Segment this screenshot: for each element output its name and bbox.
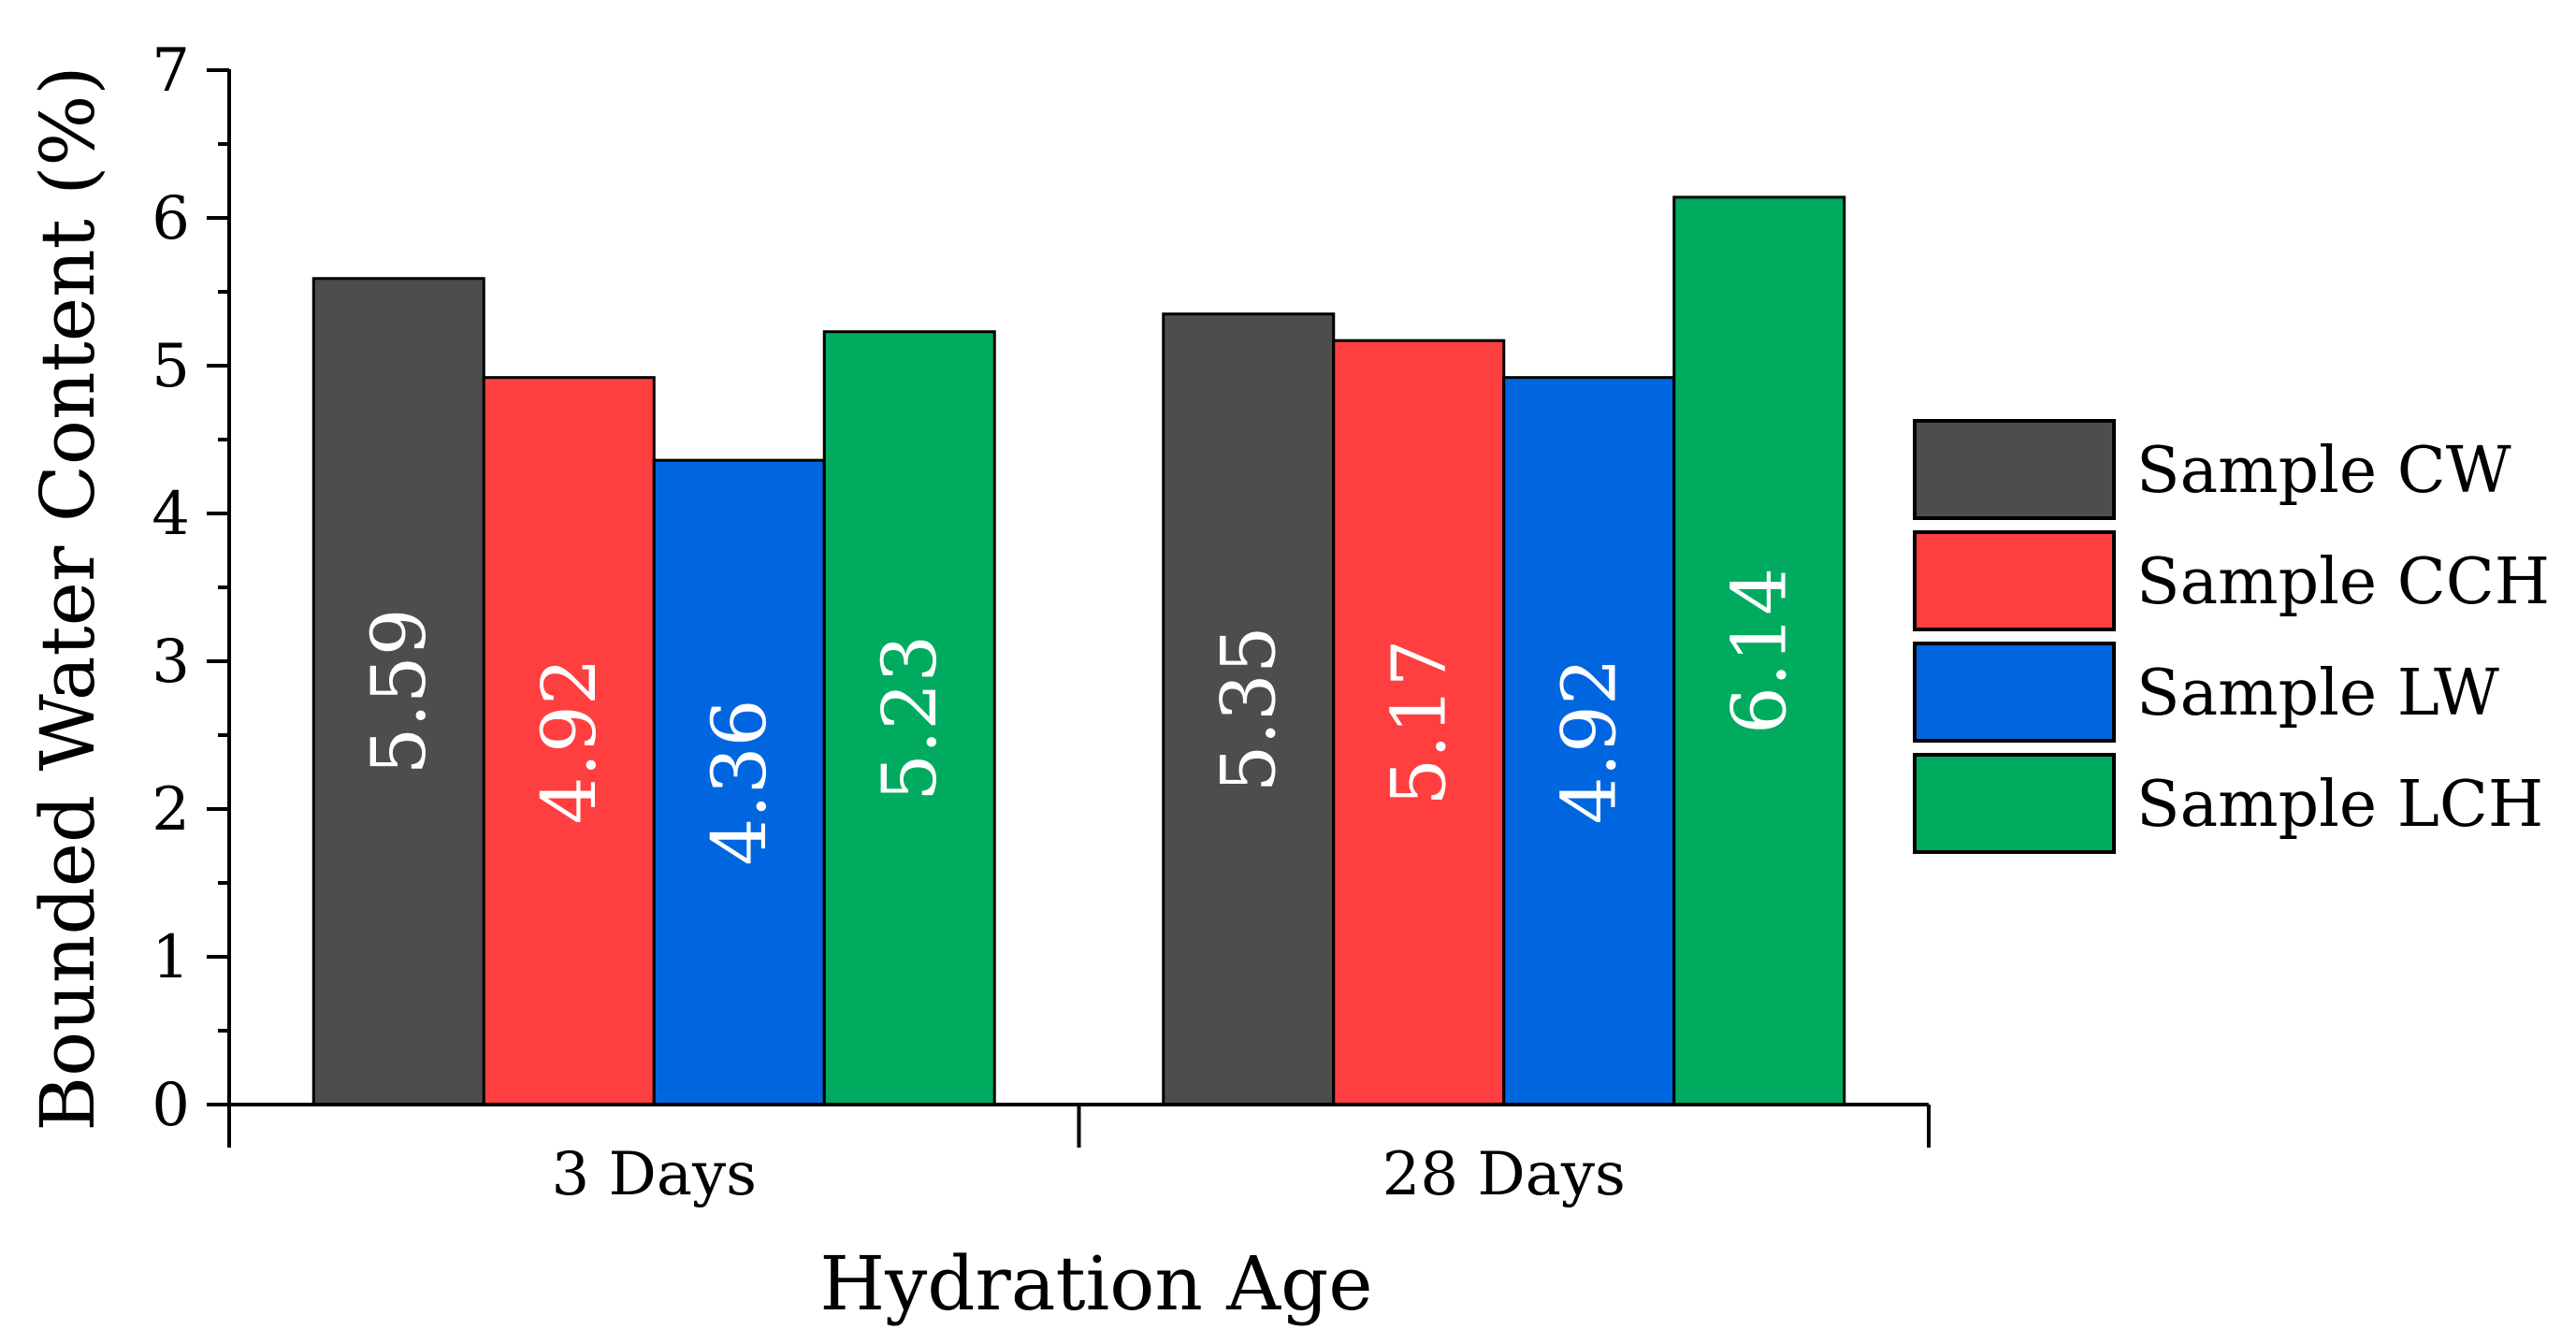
bar-sample-cch-0 xyxy=(482,376,656,1106)
legend-swatch-sample-cw xyxy=(1913,419,2116,520)
data-label: 6.14 xyxy=(1715,568,1802,734)
bar-sample-lw-0 xyxy=(652,458,826,1106)
x-axis-title: Hydration Age xyxy=(819,1240,1372,1327)
y-tick-label: 3 xyxy=(152,628,190,697)
data-label: 4.36 xyxy=(696,699,783,865)
data-label: 5.23 xyxy=(866,635,953,802)
legend-label: Sample CCH xyxy=(2136,545,2550,619)
x-tick-label: 3 Days xyxy=(551,1140,757,1209)
data-label: 4.92 xyxy=(1545,658,1632,824)
legend-label: Sample CW xyxy=(2136,434,2511,508)
legend-label: Sample LW xyxy=(2136,657,2499,730)
legend-label: Sample LCH xyxy=(2136,768,2543,842)
y-tick-label: 0 xyxy=(152,1071,190,1140)
y-tick-label: 6 xyxy=(152,184,190,253)
axes-layer: 0 1 2 3 4 5 6 7 3 Days 28 Days xyxy=(152,36,1931,1209)
bars-layer: 5.59 4.92 4.36 5.23 5.35 5.17 4.92 6.14 xyxy=(311,195,1846,1106)
bar-sample-lch-1 xyxy=(1672,195,1846,1106)
legend-swatch-sample-lch xyxy=(1913,753,2116,854)
y-tick-label: 5 xyxy=(152,332,190,401)
y-tick-label: 7 xyxy=(152,36,190,106)
y-tick-label: 4 xyxy=(152,480,190,549)
data-label: 5.35 xyxy=(1205,626,1292,792)
data-label: 5.17 xyxy=(1375,640,1462,806)
y-tick-label: 2 xyxy=(152,775,190,845)
data-label: 4.92 xyxy=(526,658,613,824)
legend-swatch-sample-lw xyxy=(1913,642,2116,743)
y-axis-title: Bounded Water Content (%) xyxy=(24,65,111,1131)
x-tick-label: 28 Days xyxy=(1382,1140,1626,1209)
legend: Sample CW Sample CCH Sample LW Sample LCH xyxy=(1913,419,2550,854)
data-label: 5.59 xyxy=(355,608,442,774)
legend-swatch-sample-cch xyxy=(1913,530,2116,631)
bar-sample-cw-1 xyxy=(1162,312,1336,1106)
y-tick-label: 1 xyxy=(152,923,190,992)
bar-sample-cw-0 xyxy=(311,277,485,1106)
bar-sample-lch-0 xyxy=(822,330,996,1106)
bar-sample-cch-1 xyxy=(1332,339,1506,1106)
